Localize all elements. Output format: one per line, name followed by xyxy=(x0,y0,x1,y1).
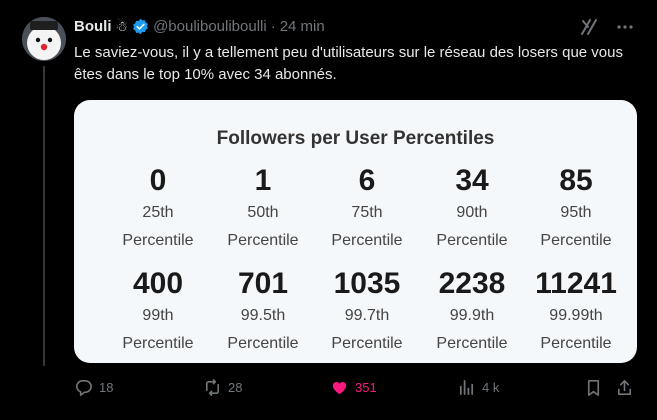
avatar[interactable] xyxy=(22,17,66,61)
heart-icon xyxy=(332,382,347,395)
percentile-value: 85 xyxy=(559,164,593,197)
reply-icon xyxy=(76,380,92,396)
percentile-cell: 11241 99.99th Percentile xyxy=(524,266,628,358)
percentile-cell: 1035 99.7th Percentile xyxy=(315,266,419,358)
percentile-rank: 99.5th xyxy=(240,307,286,324)
views-icon xyxy=(459,379,474,396)
share-button[interactable] xyxy=(615,378,634,397)
image-card[interactable]: Followers per User Percentiles 0 25th Pe… xyxy=(74,100,637,363)
like-count: 351 xyxy=(355,380,377,395)
percentile-word: Percentile xyxy=(331,232,403,249)
percentile-word: Percentile xyxy=(436,232,508,249)
tweet-header: Bouli ☃ @boulibouliboulli · 24 min xyxy=(74,18,325,35)
percentile-cell: 701 99.5th Percentile xyxy=(211,266,315,358)
percentile-word: Percentile xyxy=(227,335,299,352)
percentile-rank: 90th xyxy=(456,204,488,221)
percentile-rank: 50th xyxy=(247,204,279,221)
snowman-emoji: ☃ xyxy=(115,18,129,34)
view-count: 4 k xyxy=(482,380,500,395)
percentile-word: Percentile xyxy=(436,335,508,352)
share-icon xyxy=(617,380,632,395)
verified-badge-icon xyxy=(133,18,148,35)
percentile-value: 1035 xyxy=(333,267,401,300)
percentile-rank: 99.99th xyxy=(549,307,603,324)
tweet-text: Le saviez-vous, il y a tellement peu d'u… xyxy=(74,44,623,83)
percentile-value: 1 xyxy=(254,164,272,197)
percentile-cell: 1 50th Percentile xyxy=(211,163,315,255)
card-title: Followers per User Percentiles xyxy=(216,128,495,149)
percentile-rank: 75th xyxy=(351,204,383,221)
handle[interactable]: @boulibouliboulli xyxy=(153,18,267,35)
percentile-word: Percentile xyxy=(331,335,403,352)
percentile-value: 34 xyxy=(455,164,489,197)
percentile-word: Percentile xyxy=(540,335,612,352)
snowman-avatar-icon xyxy=(22,17,66,61)
percentile-value: 11241 xyxy=(535,267,617,300)
percentile-cell: 400 99th Percentile xyxy=(106,266,210,358)
percentile-cell: 6 75th Percentile xyxy=(315,163,419,255)
percentile-cell: 34 90th Percentile xyxy=(420,163,524,255)
tweet-top-actions xyxy=(579,17,635,37)
grok-icon[interactable] xyxy=(579,17,599,37)
percentile-value: 400 xyxy=(132,267,184,300)
percentile-rank: 99.9th xyxy=(449,307,495,324)
bookmark-icon xyxy=(587,380,600,396)
percentile-cell: 85 95th Percentile xyxy=(524,163,628,255)
percentile-word: Percentile xyxy=(122,232,194,249)
percentile-rank: 25th xyxy=(142,204,174,221)
percentile-word: Percentile xyxy=(227,232,299,249)
repost-button[interactable]: 28 xyxy=(203,378,242,397)
reply-count: 18 xyxy=(99,380,114,395)
percentile-rank: 99th xyxy=(142,307,174,324)
percentile-rank: 99.7th xyxy=(344,307,390,324)
repost-count: 28 xyxy=(228,380,243,395)
percentile-value: 701 xyxy=(237,267,289,300)
percentile-value: 6 xyxy=(358,164,376,197)
percentile-value: 2238 xyxy=(438,267,506,300)
percentile-word: Percentile xyxy=(540,232,612,249)
percentile-cell: 2238 99.9th Percentile xyxy=(420,266,524,358)
more-options-icon[interactable] xyxy=(615,17,635,37)
reply-button[interactable]: 18 xyxy=(74,378,113,397)
repost-icon xyxy=(205,379,220,396)
percentile-value: 0 xyxy=(149,164,167,197)
bookmark-button[interactable] xyxy=(584,378,603,397)
like-button[interactable]: 351 xyxy=(330,378,377,397)
percentile-word: Percentile xyxy=(122,335,194,352)
timestamp[interactable]: 24 min xyxy=(279,18,325,35)
thread-line xyxy=(43,66,45,366)
percentile-cell: 0 25th Percentile xyxy=(106,163,210,255)
percentile-rank: 95th xyxy=(560,204,592,221)
dot-separator: · xyxy=(270,18,276,35)
display-name[interactable]: Bouli xyxy=(74,18,112,35)
views-button[interactable]: 4 k xyxy=(457,378,499,397)
tweet-actions: 18 28 351 4 k xyxy=(74,378,635,402)
